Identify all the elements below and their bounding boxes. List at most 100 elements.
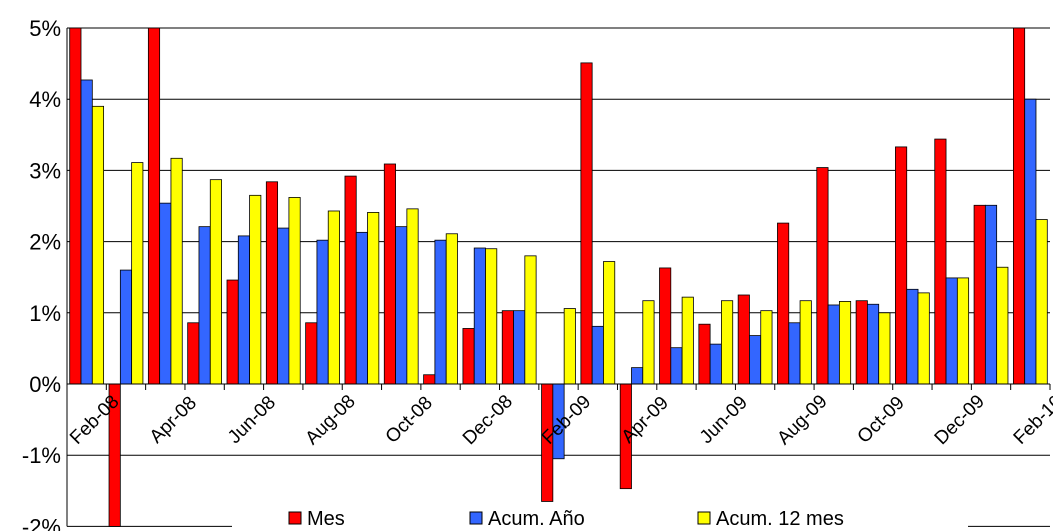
bar-acum-12-mes-may-09 [681,296,694,385]
y-tick-label: 2% [29,230,61,255]
bar-acum-a-o-feb-08 [80,79,93,385]
bar-acum-a-o-sep-08 [355,231,368,385]
legend-swatch [469,511,483,525]
bar-mes-aug-08 [305,322,318,385]
bar-acum-12-mes-sep-09 [838,301,852,385]
bar-acum-12-mes-nov-09 [917,292,930,385]
y-tick-label: 0% [29,372,61,397]
bar-acum-a-o-jul-08 [277,227,290,385]
y-tick-label: 3% [29,158,61,183]
y-tick-label: 4% [29,87,61,112]
x-tick-label: Jun-09 [696,392,752,448]
y-tick-label: 5% [29,16,61,41]
bar-acum-a-o-apr-08 [159,202,172,385]
bar-acum-12-mes-dec-09 [956,277,970,385]
bar-mes-feb-10 [1012,27,1026,385]
bar-acum-a-o-may-08 [198,226,211,385]
bar-acum-a-o-sep-09 [827,304,840,385]
bar-acum-12-mes-apr-08 [170,157,183,385]
bar-acum-a-o-apr-09 [631,367,644,385]
bar-acum-12-mes-mar-08 [131,162,144,385]
bar-acum-12-mes-dec-08 [485,248,498,385]
bar-acum-a-o-feb-10 [1024,98,1037,385]
x-tick-label: Feb-10 [1010,391,1053,448]
bar-acum-12-mes-jul-08 [288,197,301,385]
bar-mes-oct-08 [383,163,396,385]
bar-acum-a-o-jun-09 [709,343,722,385]
bar-mes-jun-08 [226,279,239,385]
legend-label: Mes [307,508,345,530]
bar-acum-12-mes-feb-09 [563,308,576,385]
bar-acum-12-mes-aug-08 [327,210,340,385]
y-tick-labels: -2% -1% 0% 1% 2% 3% 4% 5% [22,16,61,531]
bar-acum-a-o-may-09 [670,347,683,385]
bar-acum-12-mes-apr-09 [642,300,655,385]
bar-acum-12-mes-feb-10 [1035,219,1048,385]
bar-acum-a-o-mar-09 [591,325,604,385]
bar-mes-sep-08 [344,175,357,385]
bar-acum-12-mes-oct-09 [878,312,891,385]
y-tick-label: -1% [22,443,61,468]
legend-swatch [697,511,711,525]
bar-acum-a-o-jun-08 [237,235,250,385]
bar-acum-12-mes-jun-09 [721,300,734,385]
legend: Mes Acum. Año Acum. 12 mes [232,504,968,531]
bar-acum-12-mes-jul-09 [760,310,773,385]
bar-acum-a-o-jul-09 [749,335,762,385]
legend-label: Acum. Año [488,508,585,530]
axes [66,28,1051,527]
bar-mes-apr-08 [147,27,161,385]
legend-label: Acum. 12 mes [716,508,844,530]
y-tick-label: 1% [29,301,61,326]
bar-acum-12-mes-aug-09 [799,300,812,385]
bar-mes-jul-08 [265,181,279,385]
y-tick-label: -2% [22,514,61,531]
x-tick-label: Aug-08 [302,391,360,449]
bar-acum-12-mes-feb-08 [91,105,105,385]
bar-mes-may-08 [187,322,200,385]
legend-swatch [288,511,302,525]
x-tick-label: Dec-09 [931,391,989,449]
bar-acum-12-mes-nov-08 [445,233,458,385]
bar-acum-a-o-oct-09 [867,303,880,385]
bar-mes-may-09 [659,267,672,385]
x-tick-label: Oct-09 [854,393,909,448]
bar-mes-feb-08 [69,27,82,385]
bar-acum-a-o-dec-09 [945,277,958,385]
bar-acum-a-o-jan-10 [984,204,998,385]
bar-acum-12-mes-sep-08 [367,212,380,385]
bar-mes-nov-08 [423,374,436,385]
bar-acum-12-mes-jan-10 [996,266,1009,385]
bar-acum-a-o-dec-08 [473,247,486,385]
x-tick-label: Apr-08 [146,393,201,448]
x-tick-label: Aug-09 [773,391,831,449]
bar-mes-jan-10 [973,204,986,385]
bar-mes-oct-09 [855,300,868,385]
bar-acum-a-o-oct-08 [395,226,408,385]
bar-mes-dec-08 [462,328,475,385]
bar-acum-a-o-nov-08 [434,239,447,385]
bar-acum-12-mes-may-08 [209,179,222,385]
bar-acum-a-o-aug-09 [788,322,801,385]
bar-mes-nov-09 [895,146,908,385]
x-tick-label: Dec-08 [459,391,517,449]
bar-acum-a-o-nov-09 [906,288,919,385]
bar-acum-a-o-mar-08 [119,269,133,385]
bar-acum-a-o-aug-08 [316,239,329,385]
bar-acum-12-mes-jan-09 [524,255,537,385]
bar-acum-12-mes-mar-09 [603,261,616,385]
bar-acum-12-mes-oct-08 [406,208,419,385]
bar-mes-jun-09 [698,323,711,385]
bar-acum-a-o-jan-09 [513,310,526,385]
bar-mes-jan-09 [501,310,514,385]
bars [69,27,1048,527]
legend-box [232,504,968,531]
x-tick-label: Oct-08 [382,393,437,448]
bar-mes-jul-09 [737,294,750,385]
bar-mes-sep-09 [816,167,829,385]
bar-mes-aug-09 [777,222,790,385]
x-tick-label: Jun-08 [224,392,280,448]
bar-mes-dec-09 [934,138,947,385]
bar-mes-mar-09 [580,62,593,385]
